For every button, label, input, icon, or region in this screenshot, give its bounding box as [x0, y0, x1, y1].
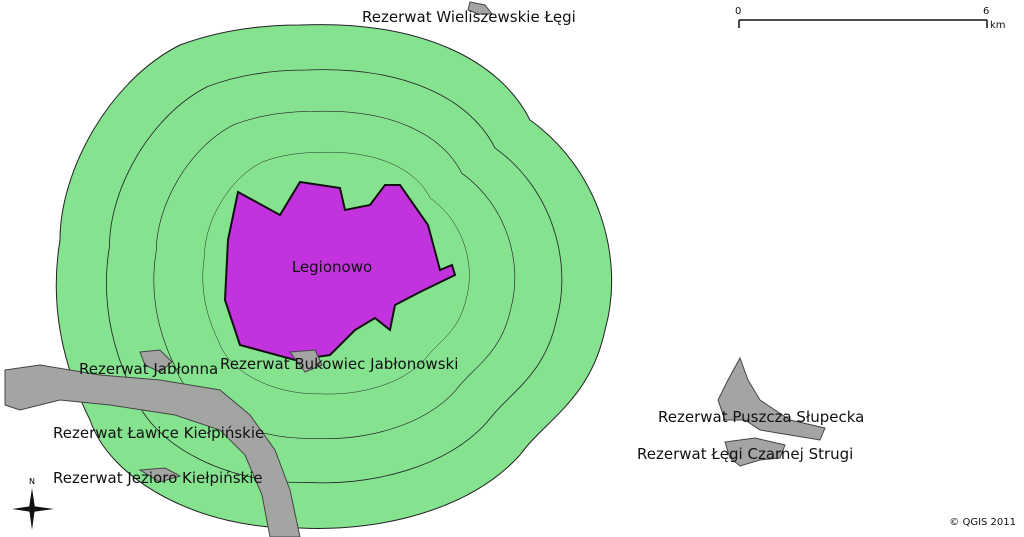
place-label: Rezerwat Jezioro Kiełpińskie — [53, 469, 263, 487]
north-label: N — [29, 477, 35, 486]
place-label: Rezerwat Jabłonna — [79, 360, 218, 378]
scale-unit: km — [990, 20, 1006, 31]
river — [4, 364, 301, 537]
reserve-area — [467, 1, 494, 15]
place-label: Rezerwat Łęgi Czarnej Strugi — [637, 445, 853, 463]
reserve-area — [724, 437, 786, 467]
reserve-area — [139, 349, 173, 373]
place-label: Legionowo — [292, 258, 372, 276]
place-label: Rezerwat Wieliszewskie Łęgi — [362, 8, 576, 26]
reserve-area — [289, 349, 323, 373]
scale-label: 6 — [983, 6, 989, 17]
arrow-shape — [12, 506, 54, 512]
reserve-area — [138, 467, 182, 483]
place-label: Rezerwat Ławice Kiełpińskie — [53, 424, 264, 442]
scale-label: 0 — [735, 6, 741, 17]
scale-bar — [738, 19, 988, 28]
place-label: Rezerwat Puszcza Słupecka — [658, 408, 864, 426]
reserves — [4, 1, 826, 537]
copyright: © QGIS 2011 — [949, 517, 1016, 528]
north-arrow — [12, 488, 54, 530]
reserve-area — [717, 356, 826, 441]
legionowo-area — [223, 180, 457, 362]
place-label: Rezerwat Bukowiec Jabłonowski — [220, 355, 458, 373]
